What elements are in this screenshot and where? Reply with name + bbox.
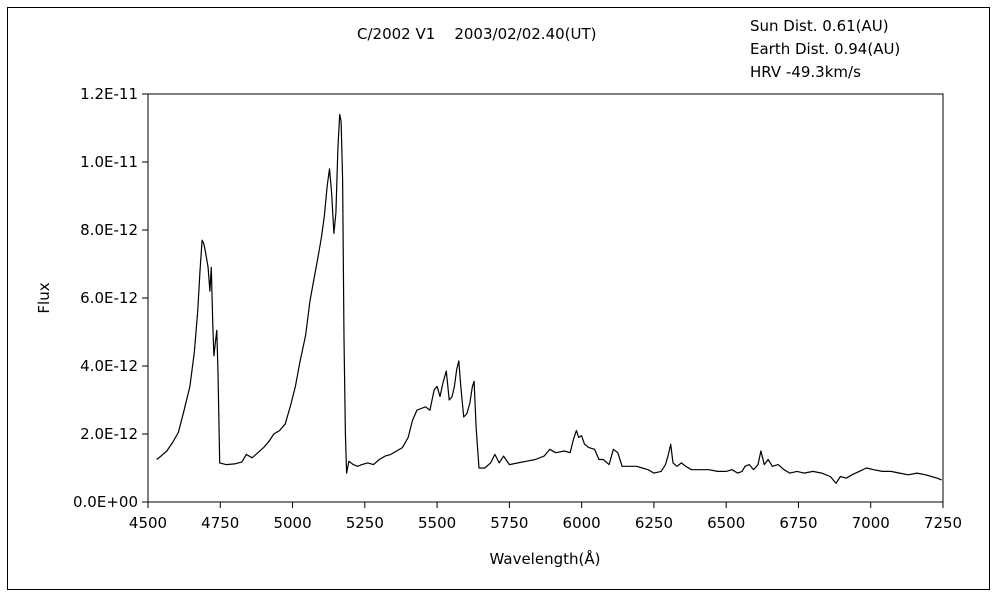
y-tick-label: 6.0E-12 bbox=[80, 289, 138, 307]
x-tick-label: 6500 bbox=[707, 514, 745, 532]
x-axis: 4500 4750 5000 5250 5500 5750 6000 6250 6500 6750… bbox=[129, 502, 962, 532]
hrv-label: HRV -49.3km/s bbox=[750, 63, 861, 81]
x-tick-label: 6750 bbox=[779, 514, 817, 532]
y-tick-label: 8.0E-12 bbox=[80, 221, 138, 239]
y-tick-label: 0.0E+00 bbox=[73, 493, 138, 511]
y-tick-label: 4.0E-12 bbox=[80, 357, 138, 375]
y-axis: 0.0E+00 2.0E-12 4.0E-12 6.0E-12 8.0E-12 1.0E-… bbox=[73, 85, 148, 511]
sun-distance-label: Sun Dist. 0.61(AU) bbox=[750, 17, 889, 35]
x-axis-title: Wavelength(Å) bbox=[490, 549, 601, 568]
earth-distance-label: Earth Dist. 0.94(AU) bbox=[750, 40, 901, 58]
x-tick-label: 6000 bbox=[563, 514, 601, 532]
plot-area bbox=[147, 93, 944, 503]
x-tick-label: 4500 bbox=[129, 514, 167, 532]
y-tick-label: 2.0E-12 bbox=[80, 425, 138, 443]
x-tick-label: 5000 bbox=[273, 514, 311, 532]
chart-frame bbox=[7, 7, 990, 590]
x-tick-label: 7250 bbox=[924, 514, 962, 532]
y-tick-label: 1.2E-11 bbox=[80, 85, 138, 103]
y-axis-title: Flux bbox=[35, 282, 53, 313]
x-tick-label: 5500 bbox=[418, 514, 456, 532]
x-tick-label: 5250 bbox=[346, 514, 384, 532]
x-tick-label: 7000 bbox=[852, 514, 890, 532]
chart-title: C/2002 V1 2003/02/02.40(UT) bbox=[357, 25, 597, 43]
x-tick-label: 4750 bbox=[201, 514, 239, 532]
x-tick-label: 6250 bbox=[635, 514, 673, 532]
spectrum-line bbox=[156, 113, 942, 484]
x-tick-label: 5750 bbox=[490, 514, 528, 532]
y-tick-label: 1.0E-11 bbox=[80, 153, 138, 171]
